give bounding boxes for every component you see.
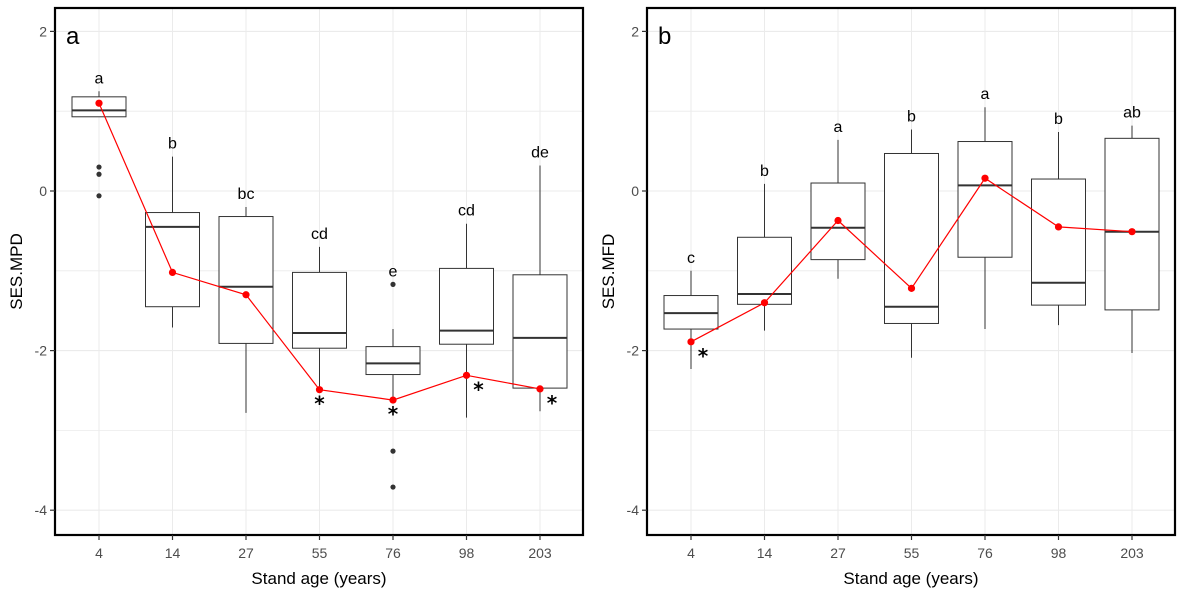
panel-b-y-tick-label: -2: [627, 343, 640, 359]
panel-b-box-14: [737, 183, 792, 331]
panel-b-x-tick-label: 14: [757, 545, 773, 561]
panel-a-group-letter: e: [389, 263, 398, 280]
panel-b-significance-star: *: [698, 344, 709, 368]
panel-b-group-letter: b: [1054, 111, 1063, 128]
panel-a-significance-star: *: [547, 391, 558, 415]
panel-a-observed-point: [242, 291, 250, 299]
box-iqr: [957, 141, 1013, 258]
panel-a-tag: a: [66, 23, 80, 50]
panel-a-x-tick-label: 203: [528, 545, 552, 561]
panel-a-significance-star: *: [388, 402, 399, 426]
panel-b-x-axis-title: Stand age (years): [843, 569, 978, 588]
panel-b-y-tick-label: 2: [631, 23, 639, 39]
panel-b-box-4: [663, 270, 719, 369]
panel-b-axes: 2 0 -2 -4 4 14 27 55 76 98 203: [627, 23, 1144, 561]
panel-b-box-55: [884, 129, 939, 358]
panel-a-y-axis-title: SES.MPD: [7, 233, 26, 310]
panel-b-x-tick-label: 98: [1051, 545, 1067, 561]
panel-b-observed-point: [687, 338, 695, 346]
panel-b-y-tick-label: -4: [627, 502, 640, 518]
panel-a-group-letter: de: [531, 144, 549, 161]
box-iqr: [884, 152, 939, 324]
panel-b-y-tick-label: 0: [631, 183, 639, 199]
panel-b-box-203: [1104, 125, 1160, 353]
panel-b-x-tick-label: 76: [977, 545, 993, 561]
outlier-point: [390, 484, 396, 490]
panel-b-group-letter: ab: [1123, 105, 1141, 122]
panel-a-box-76: [365, 281, 421, 490]
panel-a-marks: a b bc cd e cd de * * * *: [71, 70, 568, 490]
panel-a-y-tick-label: -2: [35, 343, 48, 359]
panel-b-observed-point: [834, 216, 842, 225]
panel-b-observed-point: [1128, 228, 1136, 236]
panel-a-x-tick-label: 14: [165, 545, 181, 561]
panel-a-group-letter: a: [95, 70, 104, 87]
box-iqr: [439, 267, 494, 345]
panel-a-significance-star: *: [314, 392, 325, 416]
box-iqr: [1031, 178, 1086, 306]
panel-b-box-27: [810, 139, 866, 279]
panel-a-axes: 2 0 -2 -4 4 14 27 55 76 98 203: [35, 23, 552, 561]
box-iqr: [365, 346, 421, 376]
panel-b-group-letter: b: [907, 109, 916, 126]
panel-a-box-55: [292, 246, 347, 387]
panel-a: a b bc cd e cd de * * * * 2 0 -2 -4 4 14 27 55 76 98 203 a S…: [7, 6, 585, 588]
panel-a-box-98: [439, 223, 494, 418]
outlier-point: [96, 171, 102, 177]
panel-a-box-27: [218, 206, 274, 413]
panel-a-y-tick-label: 2: [39, 23, 47, 39]
panel-a-group-letter: cd: [311, 226, 328, 243]
panel-b-group-letter: c: [687, 250, 695, 267]
outlier-point: [390, 281, 396, 287]
panel-b-x-tick-label: 55: [904, 545, 920, 561]
panel-a-x-axis-title: Stand age (years): [251, 569, 386, 588]
outlier-point: [390, 448, 396, 454]
panel-a-x-tick-label: 27: [238, 545, 254, 561]
panel-a-y-tick-label: 0: [39, 183, 47, 199]
panel-b-x-tick-label: 4: [687, 545, 695, 561]
panel-a-x-tick-label: 55: [312, 545, 328, 561]
panel-a-observed-point: [536, 385, 544, 393]
panel-a-observed-point: [462, 371, 471, 379]
panel-a-x-tick-label: 4: [95, 545, 103, 561]
panel-b-box-98: [1031, 131, 1086, 326]
panel-a-group-letter: b: [168, 136, 177, 153]
panel-a-group-letter: bc: [238, 186, 255, 203]
panel-a-observed-point: [315, 386, 324, 394]
panel-a-observed-point: [95, 99, 103, 107]
panel-a-observed-point: [389, 396, 397, 404]
panel-b-observed-point: [907, 284, 916, 292]
panel-a-x-tick-label: 76: [385, 545, 401, 561]
panel-a-significance-star: *: [473, 377, 484, 401]
panel-a-box-203: [512, 165, 568, 412]
panel-b-tag: b: [658, 23, 671, 50]
box-iqr: [145, 212, 200, 308]
panel-a-x-tick-label: 98: [459, 545, 475, 561]
box-iqr: [218, 216, 274, 344]
panel-a-y-tick-label: -4: [35, 502, 48, 518]
box-iqr: [1104, 137, 1160, 311]
panel-a-box-14: [145, 156, 200, 328]
panel-b-group-letter: a: [834, 119, 843, 136]
outlier-point: [96, 164, 102, 170]
panel-b-observed-point: [760, 299, 769, 307]
panel-b-observed-point: [981, 174, 989, 182]
panel-a-observed-point: [168, 268, 177, 276]
panel-b-x-tick-label: 203: [1120, 545, 1144, 561]
box-iqr: [512, 274, 568, 389]
box-iqr: [292, 271, 347, 349]
panel-a-group-letter: cd: [458, 203, 475, 220]
panel-b-group-letter: a: [981, 86, 990, 103]
panel-b-y-axis-title: SES.MFD: [599, 234, 618, 310]
panel-b-x-tick-label: 27: [830, 545, 846, 561]
panel-b-box-76: [957, 107, 1013, 330]
panel-b-observed-point: [1054, 223, 1063, 231]
panel-b-group-letter: b: [760, 163, 769, 180]
outlier-point: [96, 193, 102, 199]
